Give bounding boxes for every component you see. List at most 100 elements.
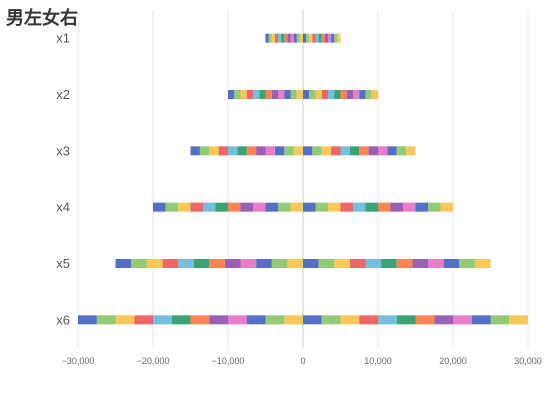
bar-segment: [315, 90, 322, 99]
bar-segment: [334, 259, 350, 268]
x-tick-label: −20,000: [137, 356, 170, 366]
bar-segment: [309, 33, 313, 43]
bar-segment: [96, 315, 116, 325]
bar-segment: [190, 146, 200, 156]
bar-segment: [224, 259, 241, 268]
bar-segment: [318, 259, 335, 268]
bar-segment: [353, 90, 360, 99]
bar-segment: [284, 146, 294, 156]
bar-segment: [237, 146, 247, 156]
bar-segment: [256, 259, 272, 268]
bar-segment: [340, 146, 350, 156]
bar-segment: [253, 202, 266, 212]
bar-segment: [406, 146, 416, 156]
bar-segment: [471, 315, 491, 325]
x-tick-label: 10,000: [364, 356, 392, 366]
y-category-label: x4: [56, 200, 70, 215]
bar-segment: [312, 146, 322, 156]
bar-segment: [146, 259, 163, 268]
bar-segment: [412, 259, 428, 268]
bar-segment: [428, 259, 444, 268]
bar-segment: [378, 315, 397, 325]
bar-segment: [349, 259, 366, 268]
y-category-label: x2: [56, 87, 70, 102]
bar-segment: [396, 259, 413, 268]
bar-segment: [134, 315, 153, 325]
bar-segment: [396, 315, 416, 325]
x-tick-label: −30,000: [62, 356, 95, 366]
bar-segment: [240, 259, 257, 268]
bar-segment: [359, 315, 378, 325]
bar-segment: [153, 315, 172, 325]
bar-segment: [365, 90, 372, 99]
bar-segment: [321, 315, 341, 325]
bar-segment: [278, 33, 282, 43]
bar-segment: [381, 259, 397, 268]
bar-segment: [303, 315, 322, 325]
bar-segment: [271, 90, 278, 99]
bar-segment: [78, 315, 97, 325]
bar-segment: [428, 202, 441, 212]
bar-segment: [324, 33, 328, 43]
bar-segment: [328, 202, 341, 212]
bar-segment: [215, 202, 228, 212]
bar-segment: [265, 202, 278, 212]
bar-segment: [209, 315, 228, 325]
bar-segment: [337, 33, 341, 43]
bar-segment: [203, 202, 216, 212]
bar-segment: [284, 33, 288, 43]
bar-segment: [228, 146, 238, 156]
bar-segment: [303, 33, 307, 43]
bar-segment: [281, 33, 285, 43]
bar-segment: [228, 315, 247, 325]
bar-segment: [453, 315, 472, 325]
y-axis: x1 x2 x3 x4 x5 x6: [56, 31, 70, 328]
x-tick-label: 0: [300, 356, 305, 366]
bar-segment: [178, 202, 191, 212]
bar-segment: [190, 315, 210, 325]
bar-segment: [209, 259, 225, 268]
bar-segment: [340, 90, 347, 99]
bar-segment: [178, 259, 194, 268]
y-category-label: x5: [56, 256, 70, 271]
bar-segment: [309, 90, 316, 99]
bar-segment: [315, 33, 319, 43]
bar-segment: [349, 146, 360, 156]
bar-segment: [315, 202, 328, 212]
bar-segment: [415, 315, 435, 325]
bar-segment: [293, 146, 303, 156]
y-category-label: x1: [56, 31, 70, 46]
y-category-label: x3: [56, 143, 70, 158]
x-axis: −30,000 −20,000 −10,000 0 10,000 20,000 30,000: [62, 356, 542, 366]
bar-segment: [387, 146, 397, 156]
x-tick-label: 30,000: [514, 356, 542, 366]
bar-segment: [228, 202, 241, 212]
bar-segment: [274, 146, 285, 156]
bar-segment: [153, 202, 166, 212]
bar-segment: [228, 90, 235, 99]
bar-segment: [287, 259, 303, 268]
bar-segment: [334, 33, 338, 43]
bar-segment: [265, 33, 269, 43]
bar-segment: [290, 33, 294, 43]
bar-segment: [340, 315, 360, 325]
bar-segment: [346, 90, 353, 99]
x-tick-label: −10,000: [212, 356, 245, 366]
bar-segment: [359, 90, 366, 99]
bar-segment: [321, 33, 325, 43]
x-tick-label: 20,000: [439, 356, 467, 366]
bar-segment: [403, 202, 416, 212]
bar-segment: [278, 90, 285, 99]
bar-segment: [256, 146, 266, 156]
bar-segment: [331, 146, 341, 156]
bar-segment: [474, 259, 491, 268]
bar-segment: [378, 202, 391, 212]
y-category-label: x6: [56, 312, 70, 327]
bar-segment: [246, 315, 266, 325]
bar-segment: [328, 90, 335, 99]
bar-segment: [278, 202, 291, 212]
bar-segment: [284, 315, 303, 325]
bar-segment: [290, 90, 297, 99]
